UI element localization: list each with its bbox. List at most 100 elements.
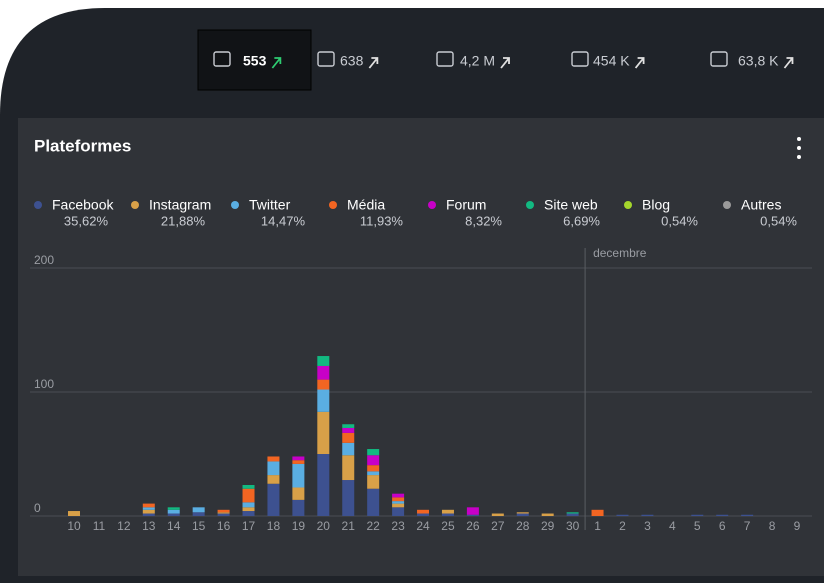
stat-icon (710, 51, 728, 67)
bar-segment (367, 449, 380, 456)
bar-segment (267, 456, 280, 462)
x-tick-label: 3 (644, 519, 651, 533)
legend-dot (723, 201, 731, 209)
bar-segment (192, 507, 205, 513)
stat-value: 4,2 M (460, 53, 495, 69)
trend-arrow (500, 57, 510, 69)
bar-segment (516, 513, 529, 516)
x-tick-label: 29 (541, 519, 555, 533)
bar-segment (417, 513, 430, 516)
bar-segment (641, 514, 654, 516)
month-label: decembre (593, 246, 647, 260)
bar-segment (566, 513, 579, 516)
legend-name: Twitter (249, 197, 291, 213)
bar-segment (342, 480, 355, 516)
legend-dot (624, 201, 632, 209)
stat-icon (436, 51, 454, 67)
legend-dot (329, 201, 337, 209)
x-tick-label: 21 (342, 519, 356, 533)
stat-value: 454 K (593, 53, 630, 69)
bar-segment (541, 513, 554, 516)
bar-segment (716, 514, 729, 516)
bar-segment (317, 454, 330, 516)
bar-segment (242, 511, 255, 516)
bar-segment (267, 483, 280, 516)
legend-share: 6,69% (563, 213, 600, 228)
legend-share: 21,88% (161, 213, 206, 228)
bar-segment (142, 509, 155, 514)
bar-segment (292, 463, 305, 488)
panel (18, 118, 824, 576)
x-tick-label: 22 (366, 519, 380, 533)
x-tick-label: 9 (794, 519, 801, 533)
legend-name: Instagram (149, 197, 211, 213)
bar-segment (566, 512, 579, 514)
x-tick-label: 19 (292, 519, 306, 533)
legend-name: Blog (642, 197, 670, 213)
bar-segment (392, 497, 405, 502)
x-tick-label: 14 (167, 519, 181, 533)
stat-value: 63,8 K (738, 53, 779, 69)
legend-dot (34, 201, 42, 209)
bar-segment (217, 509, 230, 513)
x-tick-label: 16 (217, 519, 231, 533)
bar-segment (466, 514, 479, 516)
legend-share: 11,93% (360, 213, 404, 228)
x-tick-label: 2 (619, 519, 626, 533)
bar-segment (242, 485, 255, 489)
legend-name: Média (347, 197, 385, 213)
bar-segment (367, 471, 380, 476)
bar-segment (317, 365, 330, 380)
bar-segment (292, 487, 305, 500)
bar-segment (441, 509, 454, 514)
x-tick-label: 1 (594, 519, 601, 533)
bar-segment (342, 424, 355, 428)
bar-segment (167, 513, 180, 516)
legend-name: Forum (446, 197, 486, 213)
bar-segment (142, 503, 155, 508)
bar-segment (417, 509, 430, 514)
bar-segment (691, 514, 704, 516)
bar-segment (491, 513, 504, 516)
bar-segment (267, 475, 280, 484)
bar-segment (392, 501, 405, 504)
bar-segment (342, 432, 355, 443)
bar-segment (242, 502, 255, 508)
stat-value: 638 (340, 53, 364, 69)
bar-segment (317, 389, 330, 412)
x-tick-label: 17 (242, 519, 256, 533)
x-tick-label: 25 (441, 519, 455, 533)
x-tick-label: 11 (93, 519, 106, 533)
bar-segment (342, 455, 355, 481)
bar-segment (317, 411, 330, 454)
stat-icon (317, 51, 335, 67)
x-tick-label: 10 (67, 519, 81, 533)
x-tick-label: 12 (117, 519, 131, 533)
active-stat[interactable] (197, 29, 312, 91)
bar-segment (591, 509, 604, 516)
y-tick-label: 200 (34, 253, 54, 267)
bar-segment (367, 455, 380, 466)
stat-icon (213, 51, 231, 67)
bar-segment (367, 488, 380, 516)
legend-dot (428, 201, 436, 209)
bar-segment (292, 499, 305, 516)
trend-arrow (634, 57, 645, 69)
stat-value: 553 (243, 53, 267, 69)
x-tick-label: 18 (267, 519, 281, 533)
x-tick-label: 30 (566, 519, 580, 533)
legend-dot (526, 201, 534, 209)
bar-segment (367, 475, 380, 489)
bar-segment (342, 442, 355, 456)
bar-segment (292, 456, 305, 461)
bar-segment (616, 514, 629, 516)
legend-share: 14,47% (261, 213, 306, 228)
bar-segment (167, 507, 180, 510)
menu-icon[interactable] (797, 137, 801, 159)
x-tick-label: 28 (516, 519, 530, 533)
trend-arrow (783, 57, 794, 69)
x-tick-label: 26 (466, 519, 480, 533)
x-tick-label: 5 (694, 519, 701, 533)
legend-name: Autres (741, 197, 781, 213)
